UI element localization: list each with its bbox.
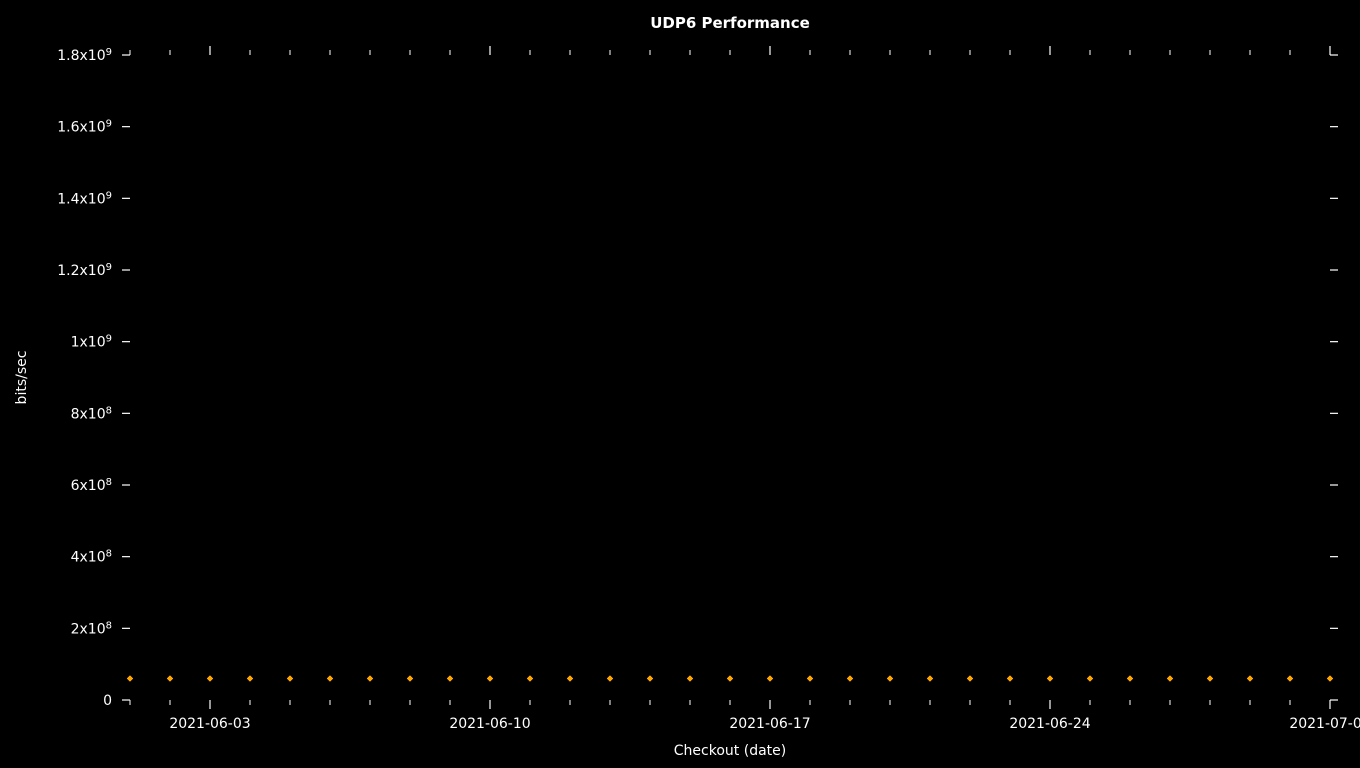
y-axis-label: bits/sec xyxy=(14,351,30,405)
chart-title: UDP6 Performance xyxy=(650,14,810,32)
y-tick-label: 1.2x109 xyxy=(57,262,112,280)
y-tick-label: 1.8x109 xyxy=(57,47,112,65)
chart-background xyxy=(0,0,1360,768)
x-tick-label: 2021-06-24 xyxy=(1009,716,1090,732)
x-tick-label: 2021-07-01 xyxy=(1289,716,1360,732)
y-tick-label: 1.6x109 xyxy=(57,118,112,136)
udp6-performance-chart: UDP6 Performance02x1084x1086x1088x1081x1… xyxy=(0,0,1360,768)
x-tick-label: 2021-06-10 xyxy=(449,716,530,732)
x-tick-label: 2021-06-03 xyxy=(169,716,250,732)
y-tick-label: 1.4x109 xyxy=(57,190,112,208)
x-axis-label: Checkout (date) xyxy=(674,743,786,759)
x-tick-label: 2021-06-17 xyxy=(729,716,810,732)
chart-container: UDP6 Performance02x1084x1086x1088x1081x1… xyxy=(0,0,1360,768)
y-tick-label: 0 xyxy=(103,693,112,709)
